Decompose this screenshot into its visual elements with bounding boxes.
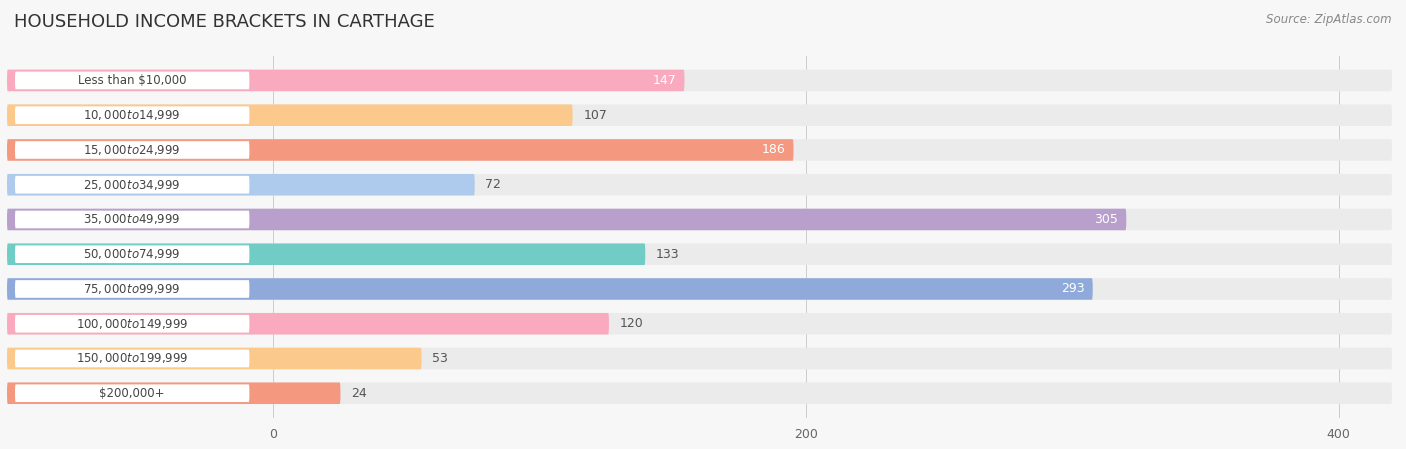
Text: 305: 305 <box>1094 213 1118 226</box>
Text: 72: 72 <box>485 178 501 191</box>
FancyBboxPatch shape <box>7 348 1392 369</box>
Text: 53: 53 <box>432 352 449 365</box>
FancyBboxPatch shape <box>7 278 1392 300</box>
FancyBboxPatch shape <box>7 383 340 404</box>
FancyBboxPatch shape <box>15 280 249 298</box>
FancyBboxPatch shape <box>7 174 1392 195</box>
Text: 186: 186 <box>762 144 786 156</box>
Text: 107: 107 <box>583 109 607 122</box>
Text: $15,000 to $24,999: $15,000 to $24,999 <box>83 143 181 157</box>
FancyBboxPatch shape <box>7 348 422 369</box>
FancyBboxPatch shape <box>7 243 1392 265</box>
FancyBboxPatch shape <box>15 350 249 367</box>
Text: 120: 120 <box>620 317 644 330</box>
FancyBboxPatch shape <box>15 384 249 402</box>
Text: $150,000 to $199,999: $150,000 to $199,999 <box>76 352 188 365</box>
Text: 24: 24 <box>352 387 367 400</box>
FancyBboxPatch shape <box>7 209 1392 230</box>
FancyBboxPatch shape <box>7 243 645 265</box>
FancyBboxPatch shape <box>15 72 249 89</box>
FancyBboxPatch shape <box>7 209 1126 230</box>
FancyBboxPatch shape <box>7 139 793 161</box>
Text: $200,000+: $200,000+ <box>100 387 165 400</box>
Text: 133: 133 <box>657 248 679 261</box>
FancyBboxPatch shape <box>7 278 1092 300</box>
Text: $75,000 to $99,999: $75,000 to $99,999 <box>83 282 181 296</box>
FancyBboxPatch shape <box>15 141 249 159</box>
FancyBboxPatch shape <box>7 174 475 195</box>
Text: $100,000 to $149,999: $100,000 to $149,999 <box>76 317 188 331</box>
Text: $10,000 to $14,999: $10,000 to $14,999 <box>83 108 181 122</box>
FancyBboxPatch shape <box>15 176 249 194</box>
Text: 293: 293 <box>1062 282 1085 295</box>
Text: $50,000 to $74,999: $50,000 to $74,999 <box>83 247 181 261</box>
Text: $35,000 to $49,999: $35,000 to $49,999 <box>83 212 181 226</box>
FancyBboxPatch shape <box>15 211 249 228</box>
Text: 147: 147 <box>652 74 676 87</box>
FancyBboxPatch shape <box>7 70 1392 91</box>
FancyBboxPatch shape <box>15 106 249 124</box>
FancyBboxPatch shape <box>7 313 609 335</box>
Text: Source: ZipAtlas.com: Source: ZipAtlas.com <box>1267 13 1392 26</box>
FancyBboxPatch shape <box>7 105 1392 126</box>
FancyBboxPatch shape <box>7 383 1392 404</box>
FancyBboxPatch shape <box>7 70 685 91</box>
FancyBboxPatch shape <box>7 105 572 126</box>
FancyBboxPatch shape <box>7 139 1392 161</box>
Text: $25,000 to $34,999: $25,000 to $34,999 <box>83 178 181 192</box>
FancyBboxPatch shape <box>15 246 249 263</box>
Text: Less than $10,000: Less than $10,000 <box>77 74 187 87</box>
Text: HOUSEHOLD INCOME BRACKETS IN CARTHAGE: HOUSEHOLD INCOME BRACKETS IN CARTHAGE <box>14 13 434 31</box>
FancyBboxPatch shape <box>15 315 249 333</box>
FancyBboxPatch shape <box>7 313 1392 335</box>
